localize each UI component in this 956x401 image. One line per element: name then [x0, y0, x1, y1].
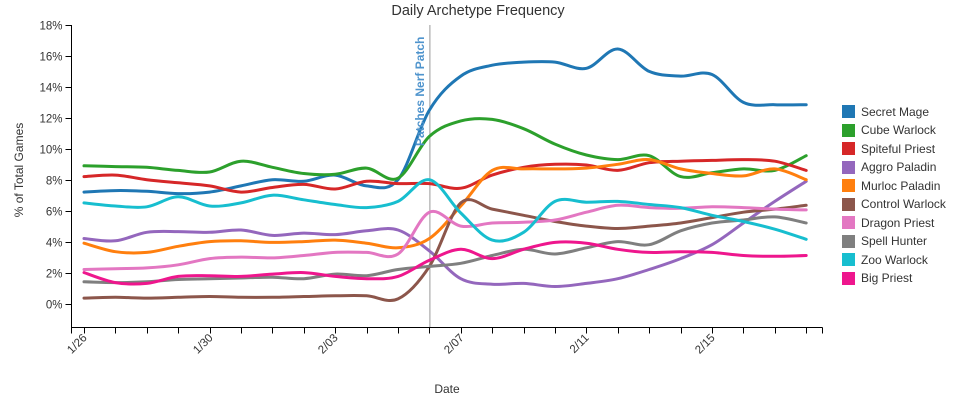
y-tick-label: 0% — [46, 300, 63, 312]
y-tick-label: 8% — [46, 176, 63, 188]
series-line-spiteful-priest — [82, 158, 808, 194]
y-tick-label: 2% — [46, 269, 63, 281]
x-tick-label: 2/03 — [316, 332, 340, 356]
legend-swatch-big-priest — [842, 271, 855, 285]
legend-swatch-cube-warlock — [842, 123, 855, 137]
legend-item-secret-mage: Secret Mage — [842, 104, 946, 119]
y-tick-label: 16% — [39, 52, 62, 64]
y-tick-label: 18% — [39, 21, 62, 33]
series-line-big-priest — [82, 240, 808, 286]
legend-swatch-spell-hunter — [842, 234, 855, 248]
patch-annotation-label: Patches Nerf Patch — [413, 36, 427, 146]
series-line-murloc-paladin — [82, 158, 808, 255]
legend-swatch-spiteful-priest — [842, 142, 855, 155]
legend-swatch-secret-mage — [842, 105, 855, 118]
series-line-cube-warlock — [82, 117, 808, 181]
legend-swatch-dragon-priest — [842, 216, 855, 229]
y-tick-label: 14% — [39, 83, 62, 95]
legend-label: Spiteful Priest — [861, 141, 936, 156]
legend-swatch-control-warlock — [842, 197, 855, 211]
series-line-zoo-warlock — [82, 178, 808, 243]
legend-label: Control Warlock — [861, 197, 946, 211]
legend-item-spell-hunter: Spell Hunter — [842, 234, 946, 248]
legend-label: Dragon Priest — [861, 215, 935, 230]
legend-item-zoo-warlock: Zoo Warlock — [842, 252, 946, 267]
legend-item-control-warlock: Control Warlock — [842, 197, 946, 211]
legend-swatch-murloc-paladin — [842, 179, 855, 192]
legend-swatch-aggro-paladin — [842, 160, 855, 174]
series-line-control-warlock — [82, 198, 808, 303]
series-line-spell-hunter — [82, 215, 808, 285]
x-axis-title: Date — [434, 382, 460, 396]
y-tick-label: 12% — [39, 114, 62, 126]
legend-item-dragon-priest: Dragon Priest — [842, 215, 946, 230]
legend-label: Murloc Paladin — [861, 178, 941, 193]
y-axis-title: % of Total Games — [12, 122, 26, 218]
y-tick-label: 6% — [46, 207, 63, 219]
legend-label: Secret Mage — [861, 104, 930, 119]
legend-item-aggro-paladin: Aggro Paladin — [842, 160, 946, 174]
axis-domain-lines — [71, 25, 823, 328]
legend-item-murloc-paladin: Murloc Paladin — [842, 178, 946, 193]
legend-label: Zoo Warlock — [861, 252, 928, 267]
legend-item-cube-warlock: Cube Warlock — [842, 123, 946, 137]
x-tick-label: 1/30 — [191, 332, 215, 356]
legend-item-big-priest: Big Priest — [842, 271, 946, 285]
legend-label: Spell Hunter — [861, 234, 928, 248]
x-tick-label: 2/15 — [693, 332, 717, 356]
legend-label: Cube Warlock — [861, 123, 936, 137]
x-tick-label: 2/07 — [442, 332, 466, 356]
chart-title: Daily Archetype Frequency — [391, 3, 565, 19]
legend-label: Aggro Paladin — [861, 160, 937, 174]
y-tick-label: 4% — [46, 238, 63, 250]
legend-label: Big Priest — [861, 271, 913, 285]
axes: 0% 2% 4% 6% 8% 10% 12% 14% 16% 18% 1/26 1/30 2/03 2/0… — [39, 21, 823, 356]
series-line-secret-mage — [82, 47, 808, 196]
y-tick-label: 10% — [39, 145, 62, 157]
legend: Secret Mage Cube Warlock Spiteful Priest Ag… — [842, 105, 946, 290]
x-tick-label: 1/26 — [65, 332, 89, 356]
series-line-dragon-priest — [82, 203, 808, 271]
legend-item-spiteful-priest: Spiteful Priest — [842, 141, 946, 156]
x-tick-label: 2/11 — [568, 332, 592, 356]
series-lines — [82, 47, 808, 303]
legend-swatch-zoo-warlock — [842, 253, 855, 266]
